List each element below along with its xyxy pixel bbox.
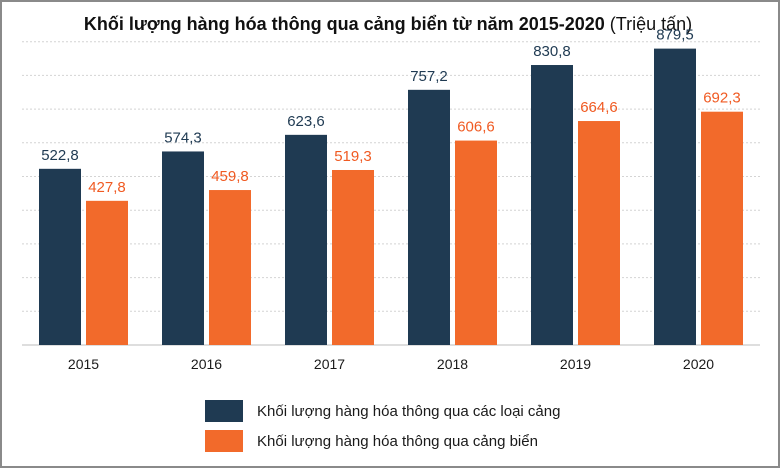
- legend-label-series-2: Khối lượng hàng hóa thông qua cảng biển: [257, 432, 538, 450]
- data-label-series-1-2019: 830,8: [533, 43, 571, 60]
- data-label-series-1-2020: 879,5: [656, 27, 694, 44]
- bar-series-2-2017: [332, 169, 374, 345]
- bar-series-2-2018: [455, 140, 497, 345]
- bar-series-1-2015: [39, 168, 81, 345]
- legend-item-series-2: Khối lượng hàng hóa thông qua cảng biển: [205, 426, 560, 456]
- data-label-series-2-2016: 459,8: [211, 168, 249, 185]
- legend: Khối lượng hàng hóa thông qua các loại c…: [205, 396, 560, 456]
- bar-series-1-2018: [408, 89, 450, 345]
- chart-unit: (Triệu tấn): [609, 14, 693, 34]
- data-label-series-1-2016: 574,3: [164, 129, 202, 146]
- data-label-series-1-2017: 623,6: [287, 113, 325, 130]
- legend-item-series-1: Khối lượng hàng hóa thông qua các loại c…: [205, 396, 560, 426]
- x-tick-label-2017: 2017: [314, 356, 345, 372]
- bar-series-1-2017: [285, 134, 327, 345]
- bar-series-2-2020: [701, 111, 743, 345]
- bar-series-2-2019: [578, 121, 620, 345]
- x-tick-label-2016: 2016: [191, 356, 222, 372]
- data-label-series-1-2018: 757,2: [410, 68, 448, 85]
- data-label-series-2-2020: 692,3: [703, 90, 741, 107]
- bar-series-1-2019: [531, 65, 573, 346]
- data-label-series-2-2018: 606,6: [457, 119, 495, 136]
- x-tick-label-2019: 2019: [560, 356, 591, 372]
- legend-swatch-series-2: [205, 430, 243, 452]
- bar-series-2-2015: [86, 200, 128, 345]
- x-tick-label-2018: 2018: [437, 356, 468, 372]
- legend-swatch-series-1: [205, 400, 243, 422]
- legend-label-series-1: Khối lượng hàng hóa thông qua các loại c…: [257, 402, 561, 420]
- bar-series-2-2016: [209, 190, 251, 345]
- data-label-series-1-2015: 522,8: [41, 147, 79, 164]
- data-label-series-2-2015: 427,8: [88, 179, 126, 196]
- data-label-series-2-2019: 664,6: [580, 99, 618, 116]
- chart-title: Khối lượng hàng hóa thông qua cảng biển …: [0, 14, 776, 35]
- bar-series-1-2016: [162, 151, 204, 345]
- data-label-series-2-2017: 519,3: [334, 148, 372, 165]
- x-tick-label-2020: 2020: [683, 356, 714, 372]
- bar-series-1-2020: [654, 48, 696, 346]
- chart-title-text: Khối lượng hàng hóa thông qua cảng biển …: [83, 14, 605, 34]
- x-tick-label-2015: 2015: [68, 356, 99, 372]
